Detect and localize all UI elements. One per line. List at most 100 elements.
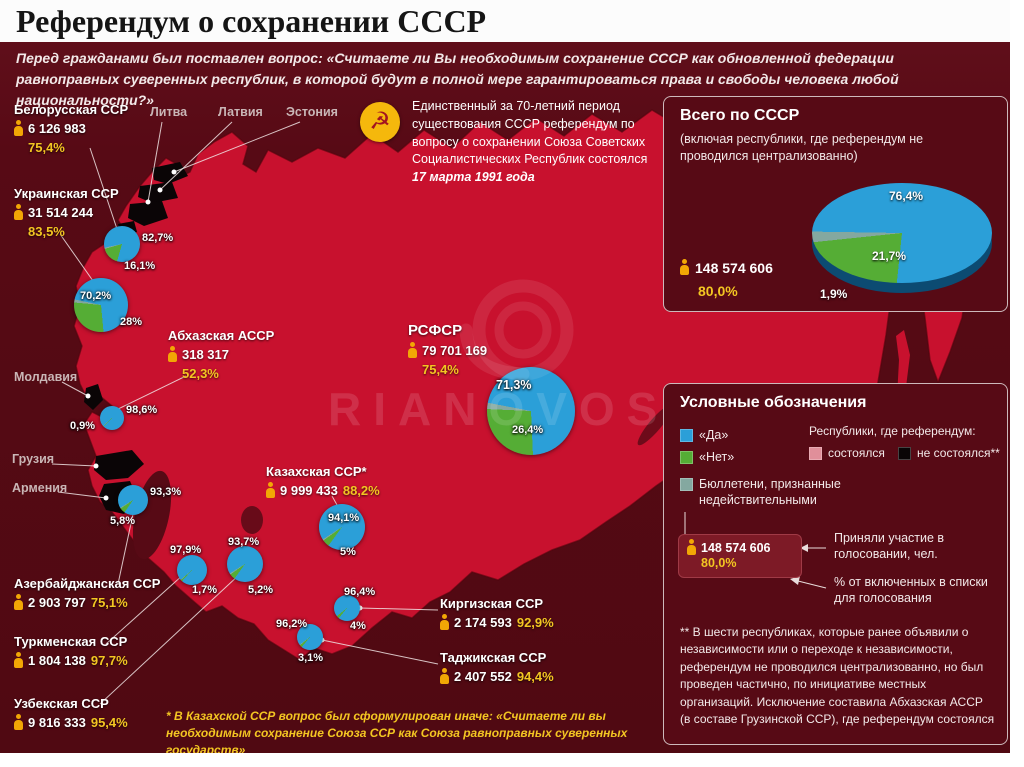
legend-held-label: состоялся bbox=[828, 446, 885, 460]
label-moldova: Молдавия bbox=[14, 370, 78, 384]
header-bar: Референдум о сохранении СССР bbox=[0, 0, 1010, 42]
pct-yes-kirghiz: 96,4% bbox=[344, 586, 376, 598]
person-icon bbox=[14, 120, 23, 137]
voters-count: 9 999 433 bbox=[280, 483, 338, 498]
republic-name: Таджикская ССР bbox=[440, 650, 547, 665]
person-icon bbox=[168, 346, 177, 363]
legend-held-row: состоялся bbox=[809, 446, 885, 460]
pct-no-abkhazia: 0,9% bbox=[70, 420, 96, 432]
legend-yes-row: «Да» bbox=[680, 428, 728, 442]
label-rsfsr: РСФСР 79 701 169 75,4% bbox=[408, 322, 487, 377]
label-abkhazia: Абхазская АССР 318 317 52,3% bbox=[168, 328, 274, 381]
label-belarus: Белорусская ССР 6 126 983 75,4% bbox=[14, 102, 128, 155]
pct-yes-belarus: 82,7% bbox=[142, 232, 174, 244]
republic-name: РСФСР bbox=[408, 322, 463, 339]
person-icon bbox=[14, 652, 23, 669]
pie-belarus bbox=[104, 226, 140, 262]
legend-title: Условные обозначения bbox=[680, 394, 867, 411]
legend-republics-label: Республики, где референдум: bbox=[809, 424, 976, 438]
label-lithuania: Литва bbox=[150, 105, 188, 119]
label-georgia: Грузия bbox=[12, 452, 55, 466]
held-swatch-icon bbox=[809, 446, 822, 460]
pct-yes-kazakh: 94,1% bbox=[328, 512, 360, 524]
example-voters: 148 574 606 bbox=[701, 540, 771, 555]
voters-count: 2 174 593 bbox=[454, 615, 512, 630]
person-icon bbox=[266, 482, 275, 499]
total-pie-chart bbox=[812, 183, 992, 295]
voters-count: 6 126 983 bbox=[28, 121, 86, 136]
person-icon bbox=[440, 614, 449, 631]
label-azerbaijan: Азербайджанская ССР 2 903 797 75,1% bbox=[14, 576, 160, 611]
pct-yes-ukraine: 70,2% bbox=[80, 290, 112, 302]
label-uzbek: Узбекская ССР 9 816 333 95,4% bbox=[14, 696, 128, 731]
turnout-percent: 83,5% bbox=[28, 224, 65, 239]
pct-yes-turkmen: 97,9% bbox=[170, 544, 202, 556]
pct-no-turkmen: 1,7% bbox=[192, 584, 218, 596]
person-icon bbox=[408, 342, 417, 359]
label-latvia: Латвия bbox=[218, 105, 263, 119]
republic-name: Узбекская ССР bbox=[14, 696, 109, 711]
legend-footnote: ** В шести республиках, которые ранее об… bbox=[680, 625, 995, 726]
pie-uzbek bbox=[227, 546, 263, 582]
page-title: Референдум о сохранении СССР bbox=[16, 3, 487, 39]
label-tajik: Таджикская ССР 2 407 552 94,4% bbox=[440, 650, 554, 685]
pie-azerbaijan bbox=[118, 485, 148, 515]
total-pie-top bbox=[812, 183, 992, 283]
legend-invalid-label: Бюллетени, признанные недействительными bbox=[699, 477, 841, 508]
total-voters: 148 574 606 bbox=[695, 259, 773, 276]
pct-yes-uzbek: 93,7% bbox=[228, 536, 260, 548]
moldova-shape bbox=[84, 384, 103, 410]
person-icon bbox=[680, 259, 689, 276]
republic-name: Украинская ССР bbox=[14, 186, 119, 201]
total-turnout: 80,0% bbox=[698, 283, 738, 299]
referendum-question: Перед гражданами был поставлен вопрос: «… bbox=[16, 50, 899, 108]
label-kirghiz: Киргизская ССР 2 174 593 92,9% bbox=[440, 596, 554, 631]
panel-total-ussr: Всего по СССР (включая республики, где р… bbox=[663, 96, 1008, 312]
legend-invalid-row: Бюллетени, признанные недействительными bbox=[680, 476, 859, 509]
turnout-percent: 52,3% bbox=[182, 366, 219, 381]
label-kazakh: Казахская ССР* 9 999 433 88,2% bbox=[266, 464, 380, 499]
person-icon bbox=[14, 594, 23, 611]
intro-date: 17 марта 1991 года bbox=[412, 170, 535, 184]
legend-not-held-label: не состоялся** bbox=[917, 446, 1000, 460]
republic-name: Азербайджанская ССР bbox=[14, 576, 161, 591]
lithuania-shape bbox=[128, 201, 168, 226]
example-turnout: 80,0% bbox=[701, 556, 737, 570]
infographic-content: RIANOVOSTI Референдум о сохранении СССР … bbox=[0, 0, 1010, 753]
no-swatch-icon bbox=[680, 450, 693, 464]
pie-abkhazia bbox=[100, 406, 124, 430]
person-icon bbox=[440, 668, 449, 685]
panel-legend: Условные обозначения «Да» «Нет» Республи… bbox=[663, 383, 1008, 745]
pie-turkmen bbox=[177, 555, 207, 585]
legend-percent-label: % от включенных в списки для голосования bbox=[834, 575, 988, 606]
yes-swatch-icon bbox=[680, 428, 693, 442]
intro-block: Единственный за 70-летний период существ… bbox=[412, 98, 656, 187]
pct-no-azerbaijan: 5,8% bbox=[110, 515, 136, 527]
pie-kazakh bbox=[319, 504, 365, 550]
estonia-shape bbox=[152, 162, 188, 184]
legend-no-label: «Нет» bbox=[699, 450, 735, 464]
person-icon bbox=[14, 714, 23, 731]
republic-name: Казахская ССР* bbox=[266, 464, 367, 479]
turnout-percent: 75,4% bbox=[28, 140, 65, 155]
turnout-percent: 75,4% bbox=[422, 362, 459, 377]
pie-tajik bbox=[297, 624, 323, 650]
total-subtitle: (включая республики, где референдум не п… bbox=[680, 132, 924, 163]
legend-no-row: «Нет» bbox=[680, 450, 734, 464]
pct-invalid-total: 1,9% bbox=[820, 287, 848, 301]
hammer-sickle-icon: ☭ bbox=[360, 102, 400, 142]
legend-not-held-row: не состоялся** bbox=[898, 446, 1000, 460]
voters-count: 79 701 169 bbox=[422, 343, 488, 358]
turnout-percent: 92,9% bbox=[516, 615, 554, 630]
person-icon bbox=[687, 539, 696, 556]
pct-no-rsfsr: 26,4% bbox=[512, 424, 544, 436]
kazakh-footnote: * В Казахской ССР вопрос был сформулиров… bbox=[166, 709, 628, 753]
legend-example-box: 148 574 606 80,0% bbox=[678, 534, 802, 578]
latvia-shape bbox=[138, 182, 178, 203]
not-held-swatch-icon bbox=[898, 446, 911, 460]
voters-count: 318 317 bbox=[182, 347, 229, 362]
pct-yes-total: 76,4% bbox=[889, 189, 924, 203]
voters-count: 31 514 244 bbox=[28, 205, 94, 220]
total-voters-row: 148 574 606 bbox=[680, 259, 773, 276]
invalid-swatch-icon bbox=[680, 478, 693, 491]
